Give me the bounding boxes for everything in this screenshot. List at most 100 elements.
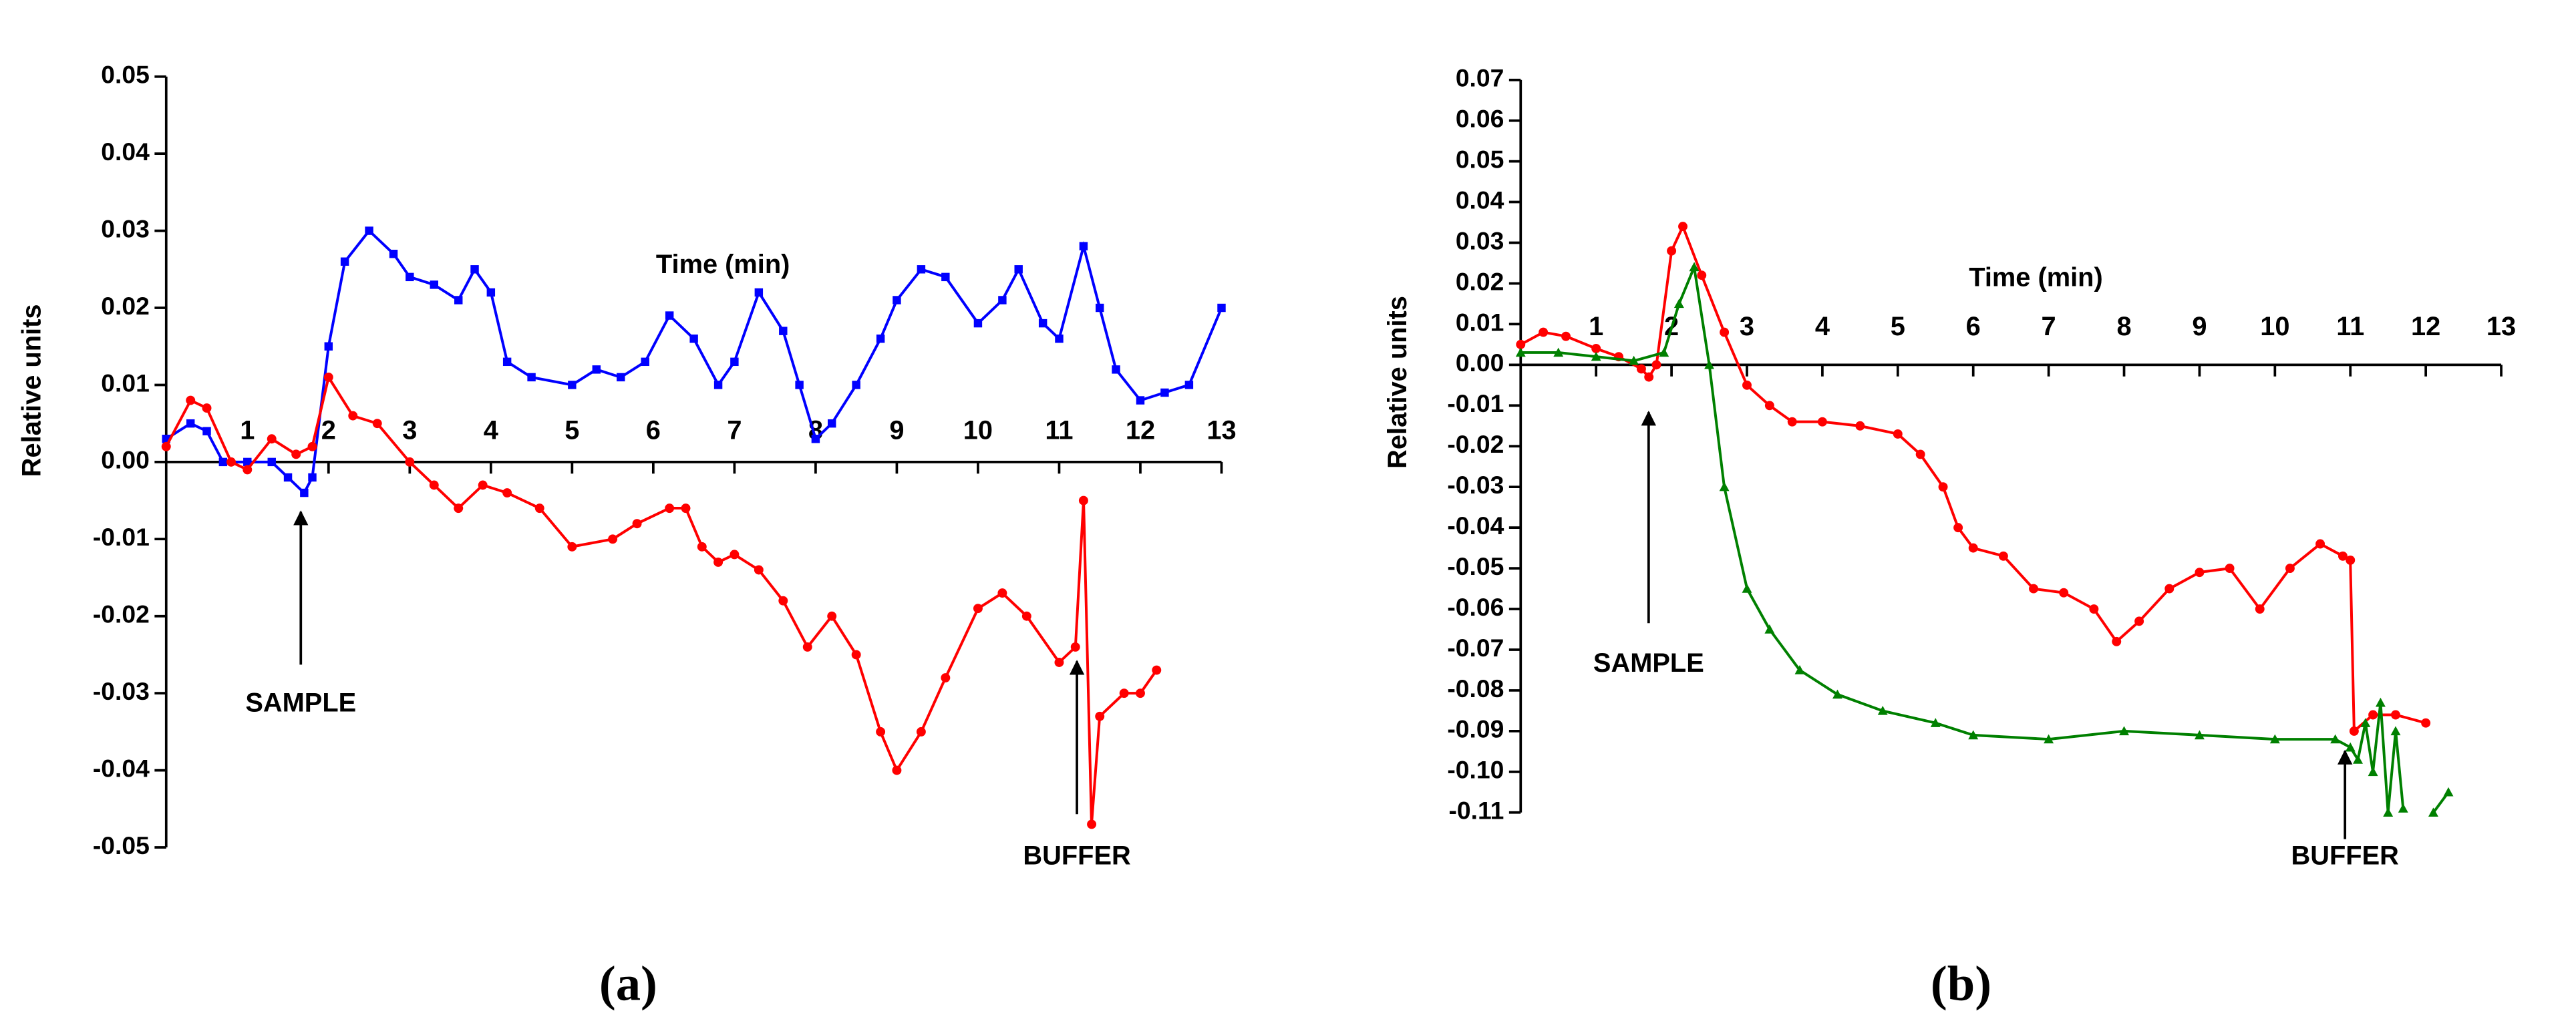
x-axis-label: Time (min) [656, 250, 790, 279]
marker [713, 557, 723, 567]
marker [1014, 265, 1023, 274]
marker [291, 449, 301, 459]
marker [973, 319, 983, 328]
y-tick-label: -0.01 [1447, 389, 1504, 417]
marker [2285, 564, 2295, 574]
marker [1651, 360, 1661, 370]
marker [681, 503, 691, 514]
x-tick-label: 6 [1966, 312, 1981, 341]
y-tick-label: 0.05 [1456, 145, 1504, 173]
y-tick-label: -0.02 [1447, 430, 1504, 458]
marker [2443, 787, 2454, 797]
marker [1629, 355, 1639, 365]
marker [893, 296, 901, 304]
marker [1217, 303, 1226, 313]
y-tick-label: -0.03 [1447, 471, 1504, 499]
y-axis-label: Relative units [17, 304, 46, 477]
marker [365, 226, 373, 235]
marker [941, 673, 951, 683]
y-tick-label: 0.00 [1456, 349, 1504, 377]
marker [1152, 665, 1162, 675]
y-tick-label: 0.07 [1456, 64, 1504, 92]
marker [1184, 381, 1194, 389]
marker [406, 272, 414, 282]
x-tick-label: 13 [1206, 416, 1236, 445]
y-tick-label: -0.05 [1447, 552, 1504, 580]
marker [827, 611, 837, 621]
marker [916, 727, 926, 737]
marker [1087, 819, 1097, 829]
marker [1742, 380, 1752, 390]
x-tick-label: 1 [240, 416, 255, 445]
y-tick-label: 0.04 [1456, 186, 1504, 214]
marker [730, 357, 739, 367]
marker [802, 642, 812, 652]
marker [2315, 539, 2325, 549]
marker [2112, 636, 2122, 646]
marker [1877, 705, 1888, 715]
x-tick-label: 5 [565, 416, 579, 445]
marker [348, 411, 358, 421]
marker [502, 357, 512, 367]
marker [997, 588, 1007, 598]
marker [283, 473, 293, 482]
marker [1953, 523, 1963, 533]
y-tick-label: -0.04 [1447, 511, 1504, 540]
annotation: BUFFER [1023, 841, 1130, 870]
marker [1136, 396, 1145, 405]
marker [689, 334, 698, 343]
marker [1938, 482, 1948, 492]
marker [1078, 495, 1088, 505]
marker [730, 550, 740, 560]
marker [2368, 767, 2378, 777]
marker [2044, 734, 2054, 744]
x-tick-label: 12 [1126, 416, 1155, 445]
marker [2029, 584, 2039, 594]
marker [1112, 365, 1120, 374]
x-tick-label: 7 [727, 416, 742, 445]
marker [1539, 327, 1549, 337]
marker [617, 373, 625, 382]
marker [267, 434, 277, 444]
marker [1054, 658, 1064, 667]
marker [852, 381, 860, 389]
y-tick-label: 0.05 [101, 61, 150, 89]
marker [1787, 417, 1797, 427]
y-tick-label: -0.10 [1447, 756, 1504, 784]
marker [2134, 616, 2144, 626]
marker [1095, 711, 1105, 721]
marker [2375, 697, 2386, 707]
marker [795, 381, 804, 389]
marker [973, 604, 983, 614]
marker [1079, 242, 1088, 250]
marker [2089, 604, 2099, 614]
marker [917, 265, 926, 274]
x-tick-label: 10 [2260, 312, 2289, 341]
marker [161, 441, 171, 451]
marker [1070, 642, 1080, 652]
panel-label: (b) [1931, 956, 1991, 1012]
marker [779, 327, 788, 335]
y-tick-label: 0.01 [1456, 308, 1504, 336]
marker [2225, 564, 2235, 574]
marker [827, 419, 836, 428]
x-tick-label: 6 [646, 416, 661, 445]
marker [324, 342, 333, 351]
x-tick-label: 3 [402, 416, 417, 445]
marker [454, 503, 464, 514]
marker [754, 565, 764, 575]
marker [2360, 718, 2371, 727]
y-tick-label: 0.06 [1456, 105, 1504, 133]
marker [2349, 726, 2359, 736]
annotation: SAMPLE [1593, 648, 1704, 678]
marker [1794, 665, 1805, 674]
marker [876, 334, 885, 343]
y-tick-label: -0.03 [93, 677, 150, 705]
marker [243, 457, 252, 467]
y-tick-label: 0.03 [1456, 226, 1504, 254]
y-tick-label: -0.01 [93, 523, 150, 551]
x-axis-label: Time (min) [1969, 263, 2102, 292]
marker [1719, 481, 1730, 491]
marker [372, 419, 382, 429]
marker [2164, 584, 2175, 594]
